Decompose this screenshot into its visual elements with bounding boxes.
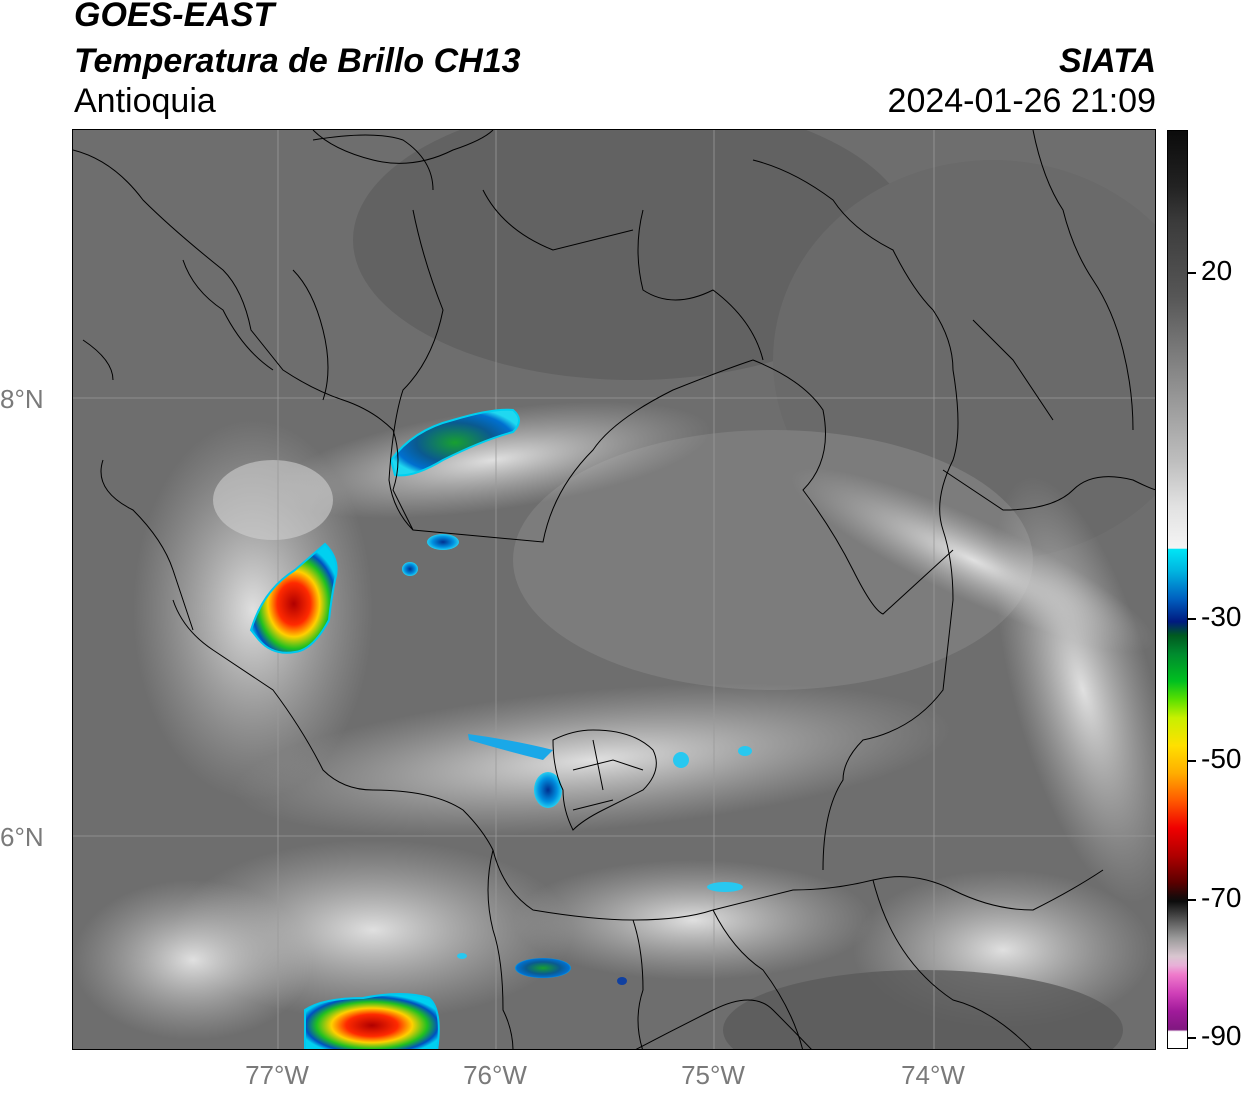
colorbar-label-20: 20 — [1201, 255, 1233, 286]
lat-label-8n: 8°N — [0, 384, 44, 414]
cloud-field — [275, 401, 711, 519]
agency-label: SIATA — [1059, 42, 1156, 80]
lon-label-76w: 76°W — [463, 1060, 527, 1090]
storm-cell-small — [617, 977, 627, 985]
storm-cell-small — [534, 772, 562, 808]
lat-label-6n: 6°N — [0, 822, 44, 852]
storm-cell-small — [707, 882, 743, 892]
political-boundaries — [73, 130, 1155, 1049]
storm-cell-small — [673, 752, 689, 768]
colorbar-label-m30: -30 — [1201, 601, 1242, 632]
region-label: Antioquia — [74, 82, 216, 120]
cloud-field — [353, 130, 913, 380]
colorbar-tick — [1188, 760, 1196, 762]
storm-cell-small — [515, 958, 571, 978]
colorbar — [1167, 130, 1188, 1049]
storm-cell-small — [738, 746, 752, 756]
cloud-field — [73, 880, 313, 1040]
colorbar-label-m50: -50 — [1201, 743, 1242, 774]
storm-cell-small — [427, 534, 459, 550]
colorbar-label-m70: -70 — [1201, 882, 1242, 913]
datetime-label: 2024-01-26 21:09 — [887, 82, 1156, 120]
product-title: Temperatura de Brillo CH13 — [74, 42, 521, 80]
storm-cell-west — [249, 542, 338, 654]
lon-label-77w: 77°W — [245, 1060, 309, 1090]
cloud-field — [213, 460, 333, 540]
storm-cell-band — [468, 734, 553, 760]
colorbar-tick — [1188, 618, 1196, 620]
colorbar-tick — [1188, 899, 1196, 901]
colorbar-label-m90: -90 — [1201, 1020, 1242, 1051]
storm-cell-small — [457, 953, 467, 959]
cloud-field — [994, 476, 1155, 904]
lon-label-74w: 74°W — [901, 1060, 965, 1090]
cloud-field — [723, 970, 1123, 1049]
cloud-field — [234, 683, 952, 837]
cloud-field — [513, 860, 873, 980]
gridlines — [73, 130, 1155, 1049]
satellite-title: GOES-EAST — [74, 0, 275, 34]
storm-cell-north — [389, 408, 520, 477]
satellite-map — [72, 129, 1156, 1050]
lon-label-75w: 75°W — [681, 1060, 745, 1090]
storm-cell-south — [304, 993, 440, 1049]
colorbar-tick — [1188, 272, 1196, 274]
colorbar-tick — [1188, 1037, 1196, 1039]
storm-cell-small — [402, 562, 418, 576]
